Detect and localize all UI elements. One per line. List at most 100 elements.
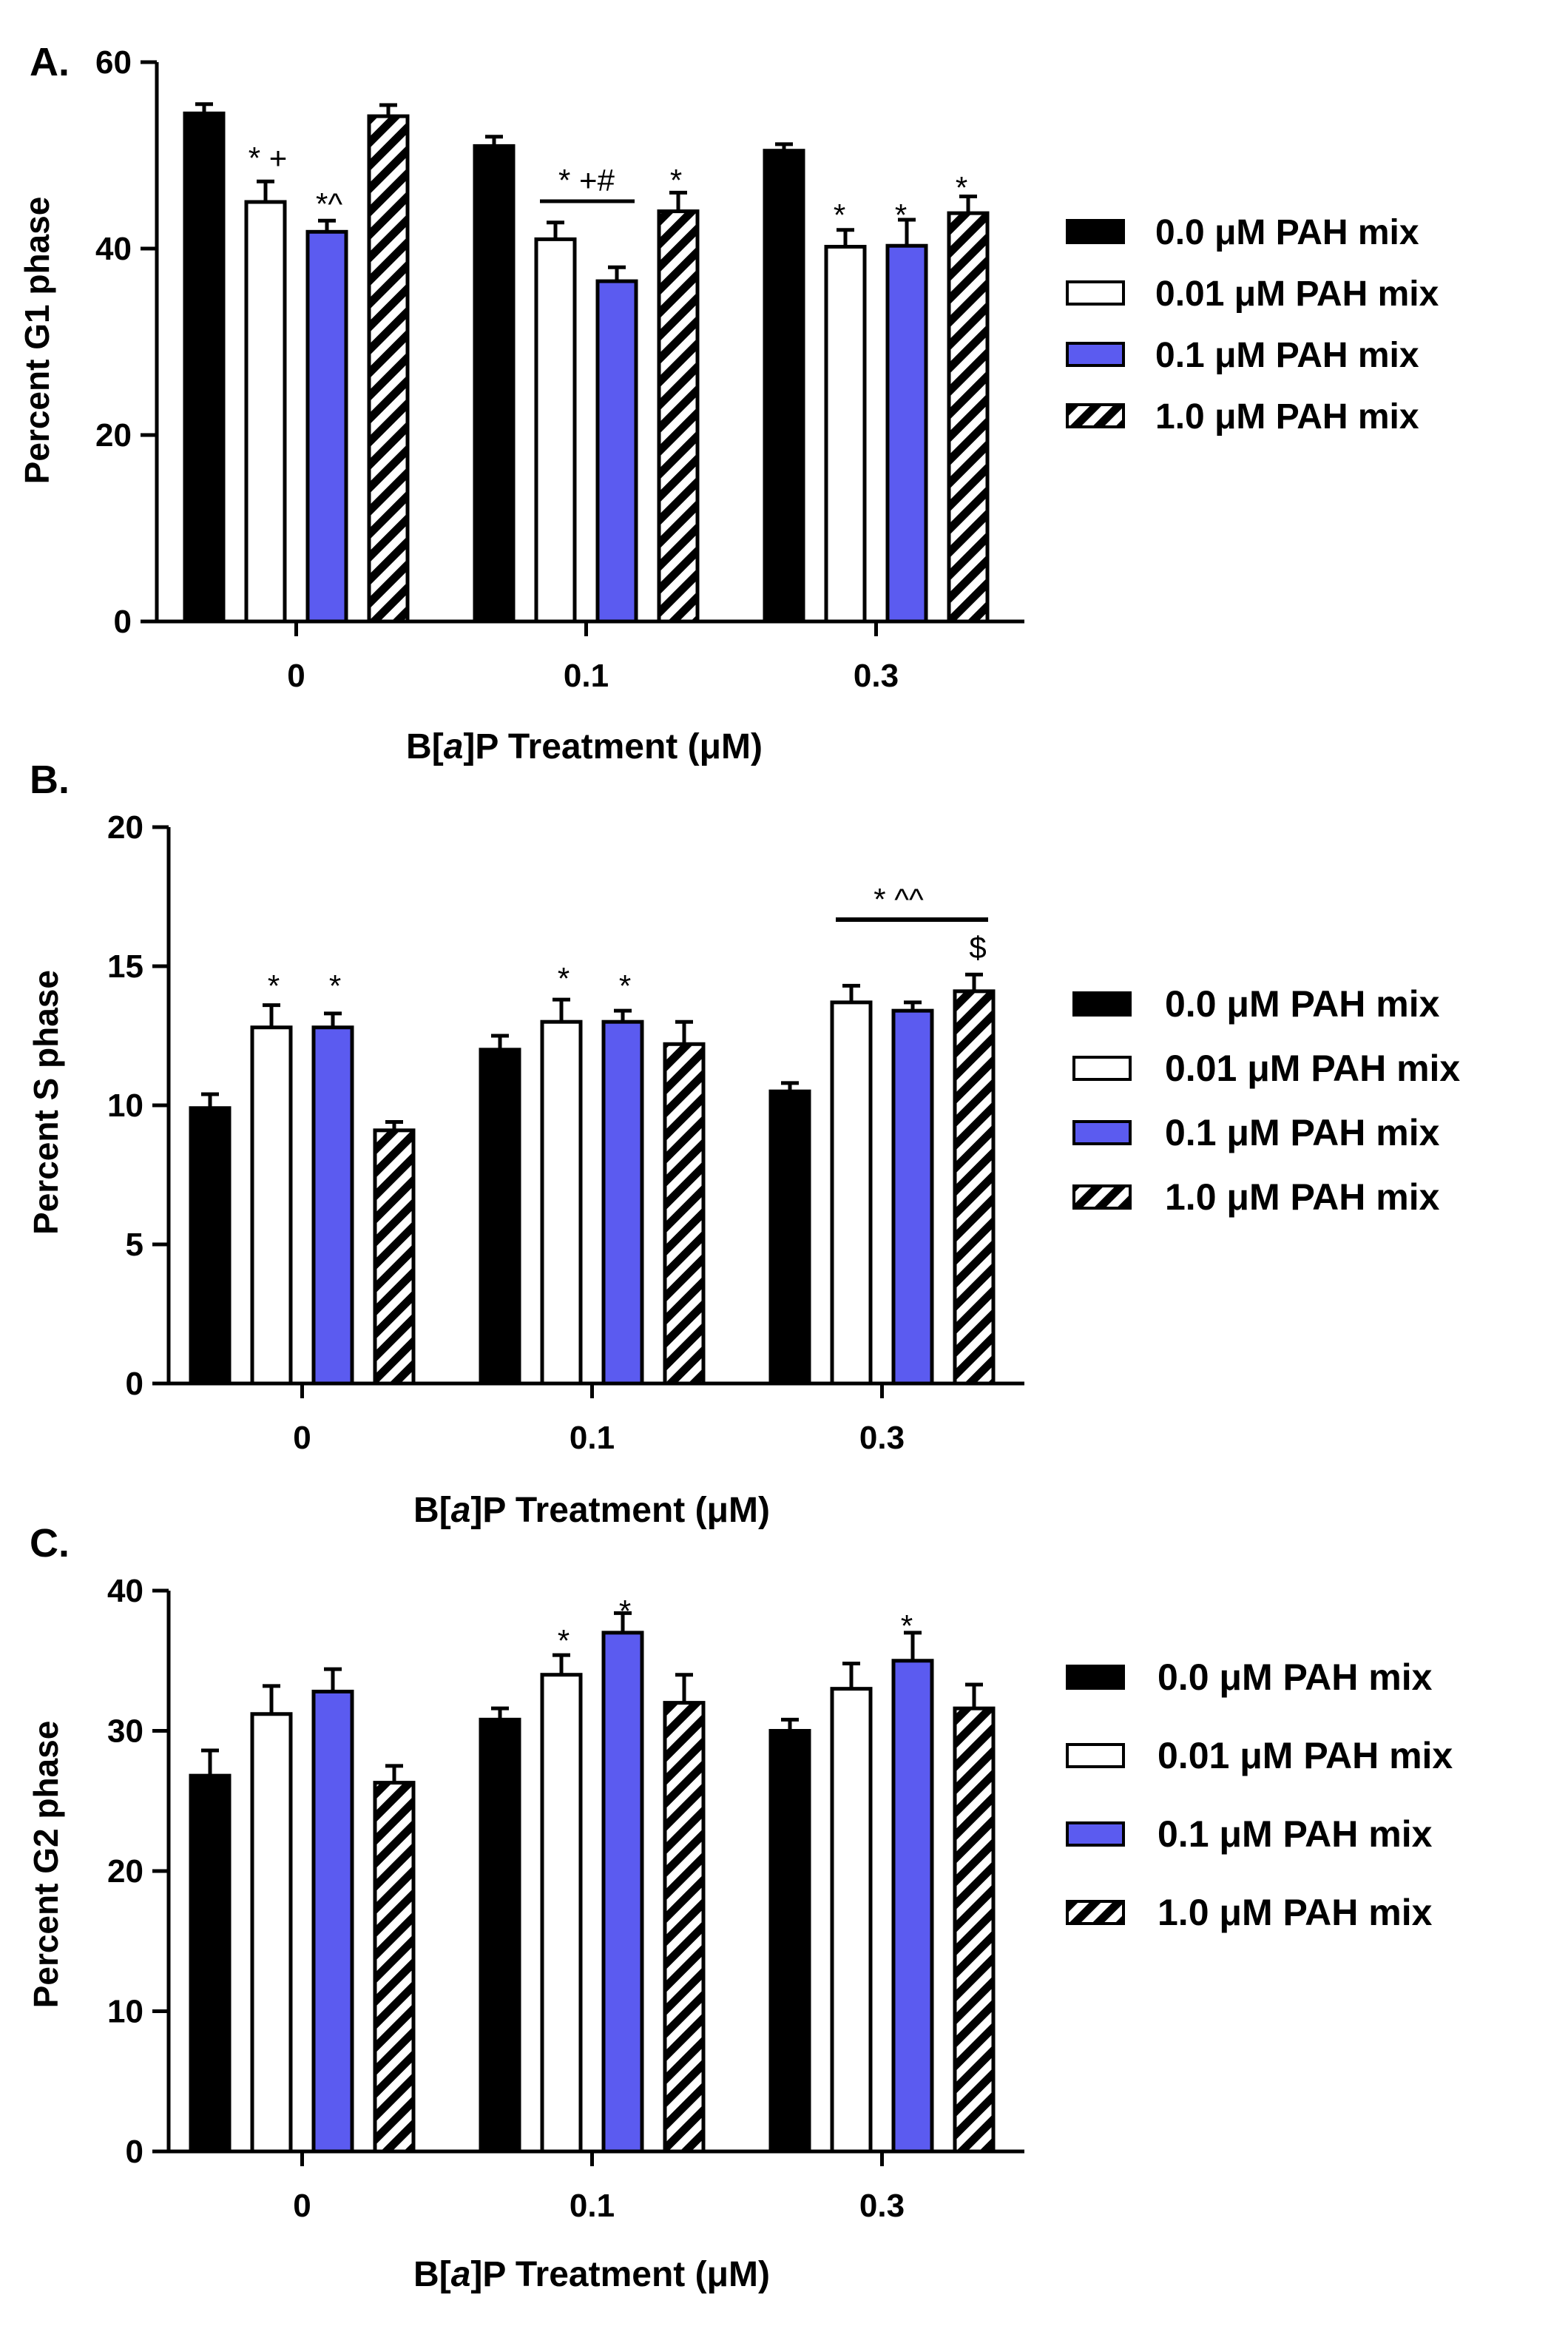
- y-tick-label: 20: [95, 417, 132, 454]
- legend-label: 0.01 μM PAH mix: [1165, 1048, 1460, 1089]
- legend-label: 1.0 μM PAH mix: [1155, 397, 1419, 436]
- legend-label: 0.01 μM PAH mix: [1155, 274, 1439, 314]
- legend-swatch: [1072, 1056, 1132, 1081]
- y-tick-label: 60: [95, 44, 132, 81]
- annotation: * +: [249, 141, 288, 175]
- bar-3-0: [311, 1025, 354, 1386]
- annotation: *: [834, 198, 845, 232]
- y-tick-label: 40: [95, 231, 132, 267]
- bar-2-0: [244, 200, 287, 624]
- bar-2-0.1: [540, 1673, 583, 2154]
- annotation: *: [558, 961, 570, 996]
- y-tick-label: 0: [126, 2134, 143, 2170]
- annotation: *: [268, 968, 280, 1003]
- x-tick-label: 0.1: [564, 658, 609, 694]
- x-axis-label: B[a]P Treatment (μM): [406, 727, 763, 766]
- legend-label: 0.0 μM PAH mix: [1158, 1656, 1433, 1698]
- bar-4-0: [373, 1128, 416, 1386]
- annotation: *^: [316, 186, 342, 221]
- bar-2-0: [250, 1712, 293, 2154]
- bar-4-0.3: [947, 211, 990, 624]
- bar-4-0.3: [953, 1706, 996, 2154]
- x-tick-label: 0: [287, 658, 305, 694]
- legend-swatch: [1072, 991, 1132, 1017]
- bar-2-0.1: [540, 1019, 583, 1386]
- y-tick-label: 10: [107, 1994, 143, 2030]
- legend: 0.0 μM PAH mix 0.01 μM PAH mix 0.1 μM PA…: [1072, 983, 1460, 1218]
- legend-swatch: [1066, 403, 1125, 428]
- x-tick-label: 0: [293, 2188, 311, 2224]
- bar-3-0.3: [891, 1008, 934, 1386]
- y-axis-label: Percent S phase: [27, 970, 65, 1235]
- annotation: $: [969, 930, 986, 965]
- legend-label: 1.0 μM PAH mix: [1158, 1892, 1433, 1933]
- panel-label: B.: [30, 758, 70, 802]
- bar-4-0.3: [953, 989, 996, 1386]
- legend-label: 0.1 μM PAH mix: [1155, 336, 1419, 375]
- legend-swatch: [1066, 1900, 1125, 1925]
- y-tick-label: 0: [114, 604, 132, 640]
- y-tick-label: 10: [107, 1088, 143, 1124]
- bar-4-0: [367, 114, 410, 624]
- bar-1-0.1: [473, 144, 516, 624]
- bar-2-0: [250, 1025, 293, 1386]
- bar-3-0.1: [601, 1019, 644, 1386]
- annotation: * ^^: [873, 882, 924, 917]
- panel-label: A.: [30, 40, 70, 84]
- annotation: *: [901, 1608, 913, 1643]
- annotation: *: [619, 968, 631, 1003]
- annotation: *: [956, 170, 967, 205]
- annotation: *: [670, 163, 682, 198]
- bar-1-0: [183, 111, 226, 624]
- legend-swatch: [1066, 342, 1125, 367]
- annotation: *: [619, 1594, 631, 1628]
- y-tick-label: 0: [126, 1366, 143, 1402]
- panel-label: C.: [30, 1521, 70, 1565]
- legend-label: 0.1 μM PAH mix: [1158, 1813, 1433, 1855]
- bar-2-0.1: [534, 237, 577, 624]
- x-tick-label: 0: [293, 1420, 311, 1456]
- legend: 0.0 μM PAH mix 0.01 μM PAH mix 0.1 μM PA…: [1066, 213, 1439, 436]
- legend-label: 0.0 μM PAH mix: [1155, 213, 1419, 252]
- panel-b: B. Percent S phase B[a]P Treatment (μM) …: [27, 758, 1460, 1530]
- y-tick-label: 20: [107, 809, 143, 846]
- bar-2-0.3: [830, 1000, 873, 1386]
- annotation: *: [329, 968, 341, 1003]
- bar-3-0: [311, 1689, 354, 2154]
- bar-3-0.1: [601, 1631, 644, 2154]
- bar-4-0.1: [663, 1701, 706, 2154]
- x-axis-label: B[a]P Treatment (μM): [413, 1491, 770, 1530]
- bar-3-0.1: [595, 279, 638, 624]
- annotation: *: [558, 1623, 570, 1658]
- bar-4-0: [373, 1781, 416, 2154]
- legend-swatch: [1066, 1665, 1125, 1690]
- legend-label: 0.0 μM PAH mix: [1165, 983, 1440, 1025]
- x-tick-label: 0.1: [570, 2188, 615, 2224]
- x-tick-label: 0.3: [859, 2188, 905, 2224]
- bar-1-0.3: [768, 1089, 811, 1386]
- bar-1-0: [189, 1773, 232, 2154]
- legend-swatch: [1072, 1184, 1132, 1210]
- legend-swatch: [1072, 1120, 1132, 1145]
- bar-2-0.3: [824, 244, 867, 624]
- legend-swatch: [1066, 1821, 1125, 1847]
- y-axis-label: Percent G2 phase: [27, 1721, 65, 2009]
- legend-label: 1.0 μM PAH mix: [1165, 1176, 1440, 1218]
- bar-1-0.3: [768, 1729, 811, 2154]
- y-tick-label: 15: [107, 948, 143, 985]
- y-tick-label: 30: [107, 1713, 143, 1750]
- bar-1-0.1: [479, 1717, 521, 2154]
- legend-swatch: [1066, 280, 1125, 306]
- y-tick-label: 20: [107, 1853, 143, 1890]
- legend-label: 0.01 μM PAH mix: [1158, 1735, 1453, 1776]
- annotation: * +#: [558, 163, 615, 198]
- legend: 0.0 μM PAH mix 0.01 μM PAH mix 0.1 μM PA…: [1066, 1656, 1453, 1933]
- bar-4-0.1: [657, 209, 700, 624]
- y-tick-label: 5: [126, 1227, 143, 1263]
- x-tick-label: 0.1: [570, 1420, 615, 1456]
- bar-1-0.1: [479, 1048, 521, 1386]
- legend-swatch: [1066, 219, 1125, 244]
- bar-2-0.3: [830, 1687, 873, 2154]
- legend-label: 0.1 μM PAH mix: [1165, 1112, 1440, 1153]
